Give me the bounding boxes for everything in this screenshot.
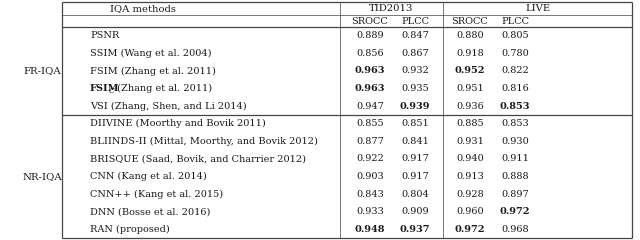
Text: 0.917: 0.917 bbox=[401, 172, 429, 181]
Text: BLIINDS-II (Mittal, Moorthy, and Bovik 2012): BLIINDS-II (Mittal, Moorthy, and Bovik 2… bbox=[90, 137, 318, 146]
Text: 0.960: 0.960 bbox=[456, 207, 484, 216]
Text: PLCC: PLCC bbox=[501, 17, 529, 25]
Text: 0.940: 0.940 bbox=[456, 154, 484, 163]
Text: 0.853: 0.853 bbox=[501, 119, 529, 128]
Text: SSIM (Wang et al. 2004): SSIM (Wang et al. 2004) bbox=[90, 49, 211, 58]
Text: 0.935: 0.935 bbox=[401, 84, 429, 93]
Text: 0.963: 0.963 bbox=[355, 66, 385, 75]
Text: 0.841: 0.841 bbox=[401, 137, 429, 146]
Text: 0.804: 0.804 bbox=[401, 190, 429, 198]
Text: 0.968: 0.968 bbox=[501, 225, 529, 234]
Text: 0.880: 0.880 bbox=[456, 31, 484, 40]
Text: 0.928: 0.928 bbox=[456, 190, 484, 198]
Text: 0.851: 0.851 bbox=[401, 119, 429, 128]
Text: 0.853: 0.853 bbox=[500, 102, 531, 111]
Text: 0.843: 0.843 bbox=[356, 190, 384, 198]
Text: 0.885: 0.885 bbox=[456, 119, 484, 128]
Text: 0.952: 0.952 bbox=[455, 66, 485, 75]
Text: C: C bbox=[109, 87, 115, 95]
Text: 0.963: 0.963 bbox=[355, 84, 385, 93]
Text: CNN++ (Kang et al. 2015): CNN++ (Kang et al. 2015) bbox=[90, 189, 223, 199]
Text: (Zhang et al. 2011): (Zhang et al. 2011) bbox=[114, 84, 212, 93]
Text: PLCC: PLCC bbox=[401, 17, 429, 25]
Text: IQA methods: IQA methods bbox=[110, 4, 176, 13]
Text: 0.855: 0.855 bbox=[356, 119, 384, 128]
Text: 0.937: 0.937 bbox=[400, 225, 430, 234]
Text: BRISQUE (Saad, Bovik, and Charrier 2012): BRISQUE (Saad, Bovik, and Charrier 2012) bbox=[90, 154, 306, 163]
Text: 0.805: 0.805 bbox=[501, 31, 529, 40]
Text: SROCC: SROCC bbox=[351, 17, 388, 25]
Text: 0.903: 0.903 bbox=[356, 172, 384, 181]
Text: 0.913: 0.913 bbox=[456, 172, 484, 181]
Text: 0.889: 0.889 bbox=[356, 31, 384, 40]
Text: CNN (Kang et al. 2014): CNN (Kang et al. 2014) bbox=[90, 172, 207, 181]
Text: 0.972: 0.972 bbox=[455, 225, 485, 234]
Text: 0.918: 0.918 bbox=[456, 49, 484, 58]
Text: DNN (Bosse et al. 2016): DNN (Bosse et al. 2016) bbox=[90, 207, 211, 216]
Text: LIVE: LIVE bbox=[525, 4, 550, 13]
Text: 0.911: 0.911 bbox=[501, 154, 529, 163]
Text: 0.847: 0.847 bbox=[401, 31, 429, 40]
Text: FSIM (Zhang et al. 2011): FSIM (Zhang et al. 2011) bbox=[90, 66, 216, 76]
Text: 0.932: 0.932 bbox=[401, 66, 429, 75]
Text: FSIM: FSIM bbox=[90, 84, 120, 93]
Text: 0.931: 0.931 bbox=[456, 137, 484, 146]
Text: 0.922: 0.922 bbox=[356, 154, 384, 163]
Text: NR-IQA: NR-IQA bbox=[22, 172, 62, 181]
Text: PSNR: PSNR bbox=[90, 31, 119, 40]
Text: 0.951: 0.951 bbox=[456, 84, 484, 93]
Text: 0.947: 0.947 bbox=[356, 102, 384, 111]
Text: 0.948: 0.948 bbox=[355, 225, 385, 234]
Text: SROCC: SROCC bbox=[452, 17, 488, 25]
Text: 0.939: 0.939 bbox=[400, 102, 430, 111]
Text: 0.816: 0.816 bbox=[501, 84, 529, 93]
Text: 0.917: 0.917 bbox=[401, 154, 429, 163]
Text: 0.877: 0.877 bbox=[356, 137, 384, 146]
Text: 0.909: 0.909 bbox=[401, 207, 429, 216]
Text: 0.933: 0.933 bbox=[356, 207, 384, 216]
Text: 0.972: 0.972 bbox=[500, 207, 531, 216]
Text: FR-IQA: FR-IQA bbox=[23, 66, 61, 75]
Text: TID2013: TID2013 bbox=[369, 4, 413, 13]
Text: 0.780: 0.780 bbox=[501, 49, 529, 58]
Text: 0.936: 0.936 bbox=[456, 102, 484, 111]
Text: 0.822: 0.822 bbox=[501, 66, 529, 75]
Text: 0.930: 0.930 bbox=[501, 137, 529, 146]
Text: DIIVINE (Moorthy and Bovik 2011): DIIVINE (Moorthy and Bovik 2011) bbox=[90, 119, 266, 128]
Text: RAN (proposed): RAN (proposed) bbox=[90, 225, 170, 234]
Text: 0.856: 0.856 bbox=[356, 49, 384, 58]
Text: 0.867: 0.867 bbox=[401, 49, 429, 58]
Text: VSI (Zhang, Shen, and Li 2014): VSI (Zhang, Shen, and Li 2014) bbox=[90, 102, 246, 111]
Text: 0.897: 0.897 bbox=[501, 190, 529, 198]
Text: 0.888: 0.888 bbox=[501, 172, 529, 181]
